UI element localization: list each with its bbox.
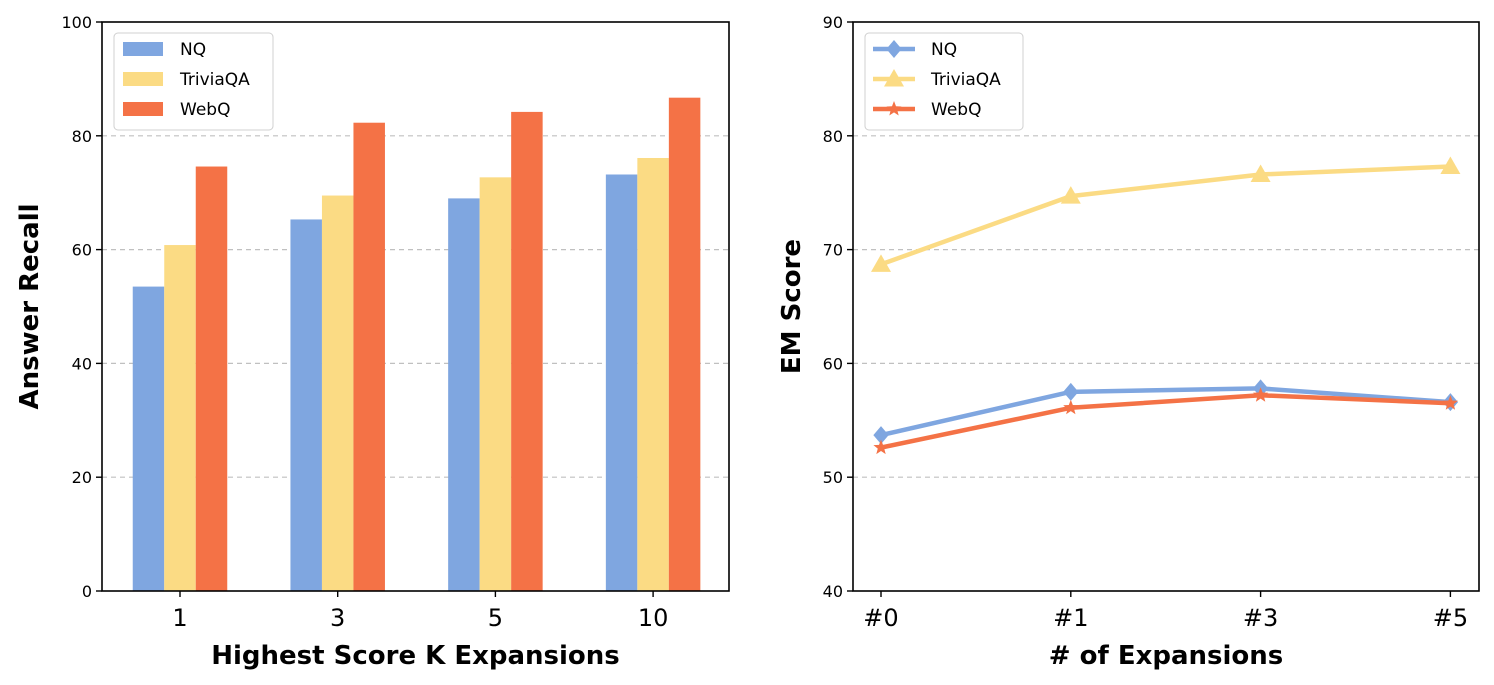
x-tick-label: 3	[330, 604, 345, 632]
bar-triviaqa-10	[637, 157, 669, 591]
legend-marker-webq	[886, 101, 902, 116]
line-webq	[880, 393, 1451, 450]
legend-label-webq: WebQ	[931, 100, 981, 120]
bar-triviaqa-5	[479, 177, 512, 591]
answer-recall-bar-chart: 0 20 40 60 80 100 1 3 5 10 NQ TriviaQA WebQ Highest S…	[15, 13, 730, 671]
bar-triviaqa-3	[321, 195, 354, 592]
y-tick-label: 0	[82, 582, 92, 601]
y-tick-label: 60	[72, 241, 92, 260]
x-tick-label: #0	[863, 604, 898, 632]
point-webq-1	[1063, 399, 1079, 415]
plot-frame	[852, 21, 1480, 592]
point-nq-0	[873, 426, 889, 445]
x-axis-label: Highest Score K Expansions	[211, 641, 620, 671]
bar-triviaqa-1	[164, 245, 196, 591]
y-tick-label: 40	[823, 582, 843, 601]
em-score-line-chart: 40 50 60 70 80 90 #0 #1 #3 #5 NQ TriviaQA WebQ # of E…	[777, 13, 1480, 671]
bar-webq-1	[195, 166, 228, 591]
y-tick-label: 60	[823, 354, 843, 373]
bar-nq-3	[290, 219, 322, 591]
legend-swatch-webq	[123, 102, 163, 116]
y-tick-label: 50	[823, 468, 843, 487]
line-triviaqa	[880, 164, 1451, 267]
point-triviaqa-3	[1440, 156, 1461, 175]
bar-nq-1	[132, 286, 165, 591]
legend-label-nq: NQ	[180, 40, 206, 60]
line-nq	[880, 386, 1451, 438]
bar-nq-10	[605, 174, 638, 591]
point-triviaqa-2	[1250, 164, 1271, 182]
legend-marker-triviaqa	[884, 69, 904, 87]
x-tick-label: 10	[638, 604, 669, 632]
y-axis-label: EM Score	[777, 239, 807, 374]
legend-label-nq: NQ	[931, 40, 957, 60]
point-webq-3	[1442, 395, 1459, 410]
point-triviaqa-1	[1060, 186, 1081, 204]
legend: NQ TriviaQA WebQ	[113, 32, 274, 131]
x-tick-label: #1	[1053, 604, 1088, 632]
x-tick-label: #5	[1433, 604, 1468, 632]
point-nq-1	[1063, 382, 1079, 401]
point-webq-0	[873, 439, 889, 455]
bar-webq-3	[353, 122, 385, 591]
y-tick-label: 100	[61, 13, 92, 32]
y-tick-label: 80	[72, 127, 92, 146]
y-tick-label: 80	[823, 127, 843, 146]
point-triviaqa-0	[871, 254, 891, 272]
legend-label-triviaqa: TriviaQA	[179, 70, 250, 90]
x-tick-label: 1	[172, 604, 187, 632]
y-tick-label: 90	[823, 13, 843, 32]
y-tick-label: 40	[72, 354, 92, 373]
y-axis-label: Answer Recall	[15, 203, 45, 409]
bar-webq-5	[511, 111, 543, 591]
legend-box	[864, 32, 1024, 131]
bar-webq-10	[668, 97, 701, 591]
x-tick-label: 5	[488, 604, 503, 632]
y-tick-label: 70	[823, 241, 843, 260]
legend-swatch-triviaqa	[123, 72, 163, 86]
legend-label-triviaqa: TriviaQA	[930, 70, 1001, 90]
legend-marker-nq	[886, 40, 902, 58]
point-webq-2	[1252, 387, 1269, 402]
legend-swatch-nq	[123, 42, 163, 56]
legend-label-webq: WebQ	[180, 100, 230, 120]
x-axis-label: # of Expansions	[1049, 641, 1284, 671]
plot-frame	[101, 21, 730, 592]
y-tick-label: 20	[72, 468, 92, 487]
legend: NQ TriviaQA WebQ	[864, 32, 1024, 131]
bar-nq-5	[448, 198, 480, 591]
x-tick-label: #3	[1243, 604, 1278, 632]
